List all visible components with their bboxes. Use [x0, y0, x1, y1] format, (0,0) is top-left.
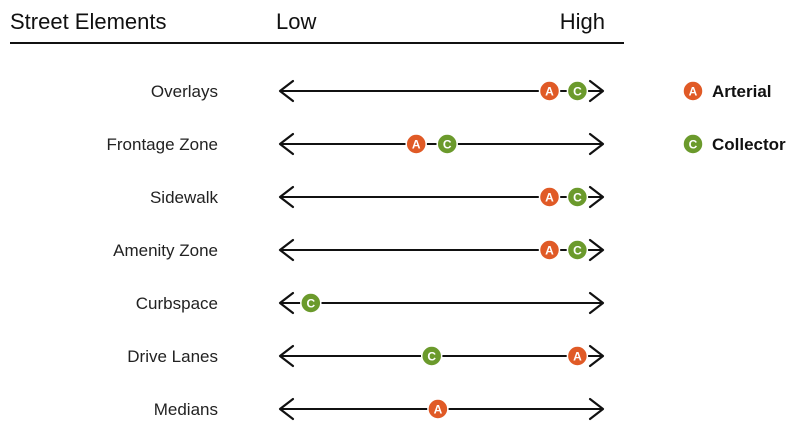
collector-marker-circle — [566, 239, 589, 261]
row-medians: Medians A — [154, 397, 605, 421]
collector-marker-letter: C — [573, 244, 582, 258]
row-curbspace: Curbspace C — [136, 291, 605, 315]
arrow-right — [588, 185, 605, 209]
arrow-right — [588, 79, 605, 103]
arterial-marker-letter: A — [545, 244, 554, 258]
collector-marker: C — [420, 345, 443, 367]
collector-marker: C — [436, 133, 458, 155]
collector-marker: C — [566, 186, 589, 208]
collector-marker: C — [566, 239, 589, 261]
row-label: Amenity Zone — [113, 241, 218, 260]
arrow-left — [278, 291, 295, 315]
arterial-marker-circle — [405, 133, 427, 155]
arrow-right — [588, 132, 605, 156]
row-label: Drive Lanes — [127, 347, 218, 366]
arterial-marker-letter: A — [434, 403, 443, 417]
row-label: Overlays — [151, 82, 218, 101]
arterial-marker-letter: A — [412, 138, 421, 152]
arrow-left — [278, 185, 295, 209]
arrow-left — [278, 132, 295, 156]
arterial-marker-letter: A — [545, 191, 554, 205]
arterial-marker-circle — [538, 239, 561, 261]
row-amenity-zone: Amenity Zone A C — [113, 238, 605, 262]
arrow-left — [278, 397, 295, 421]
arrow-left — [278, 344, 295, 368]
legend-arterial-marker: A — [682, 80, 704, 102]
collector-marker-circle — [436, 133, 458, 155]
header-high-label: High — [560, 9, 605, 34]
collector-marker-circle — [566, 186, 589, 208]
row-label: Curbspace — [136, 294, 218, 313]
legend-arterial: A Arterial — [682, 80, 772, 102]
row-overlays: Overlays A C — [151, 79, 605, 103]
header-low-label: Low — [276, 9, 316, 34]
arterial-marker: A — [405, 133, 427, 155]
legend-collector-marker-letter: C — [689, 138, 698, 152]
arterial-marker-circle — [566, 345, 589, 367]
row-label: Sidewalk — [150, 188, 219, 207]
legend-collector-marker: C — [682, 133, 704, 155]
collector-marker-circle — [300, 292, 322, 314]
arterial-marker-circle — [538, 186, 561, 208]
legend-arterial-label: Arterial — [712, 82, 772, 101]
legend-arterial-marker-letter: A — [689, 85, 698, 99]
arterial-marker: A — [566, 345, 589, 367]
header-title: Street Elements — [10, 9, 167, 34]
arterial-marker: A — [427, 398, 449, 420]
collector-marker-circle — [420, 345, 443, 367]
arrow-left — [278, 79, 295, 103]
arrow-right — [588, 397, 605, 421]
arterial-marker: A — [538, 186, 561, 208]
arterial-marker: A — [538, 239, 561, 261]
arrow-right — [588, 238, 605, 262]
legend-collector: C Collector — [682, 133, 786, 155]
arrow-right — [588, 291, 605, 315]
arterial-marker-letter: A — [545, 85, 554, 99]
collector-marker-letter: C — [573, 191, 582, 205]
collector-marker-letter: C — [427, 350, 436, 364]
collector-marker: C — [300, 292, 322, 314]
collector-marker-letter: C — [573, 85, 582, 99]
collector-marker: C — [566, 80, 589, 102]
arterial-marker-letter: A — [573, 350, 582, 364]
collector-marker-letter: C — [306, 297, 315, 311]
arrow-right — [588, 344, 605, 368]
row-sidewalk: Sidewalk A C — [150, 185, 605, 209]
collector-marker-circle — [566, 80, 589, 102]
row-label: Medians — [154, 400, 218, 419]
legend: A Arterial C Collector — [682, 80, 786, 155]
arterial-marker-circle — [427, 398, 449, 420]
legend-collector-marker-circle — [682, 133, 704, 155]
arterial-marker: A — [538, 80, 561, 102]
row-label: Frontage Zone — [106, 135, 218, 154]
collector-marker-letter: C — [443, 138, 452, 152]
arrow-left — [278, 238, 295, 262]
legend-collector-label: Collector — [712, 135, 786, 154]
arterial-marker-circle — [538, 80, 561, 102]
row-drive-lanes: Drive Lanes A C — [127, 344, 605, 368]
row-frontage-zone: Frontage Zone A C — [106, 132, 605, 156]
legend-arterial-marker-circle — [682, 80, 704, 102]
